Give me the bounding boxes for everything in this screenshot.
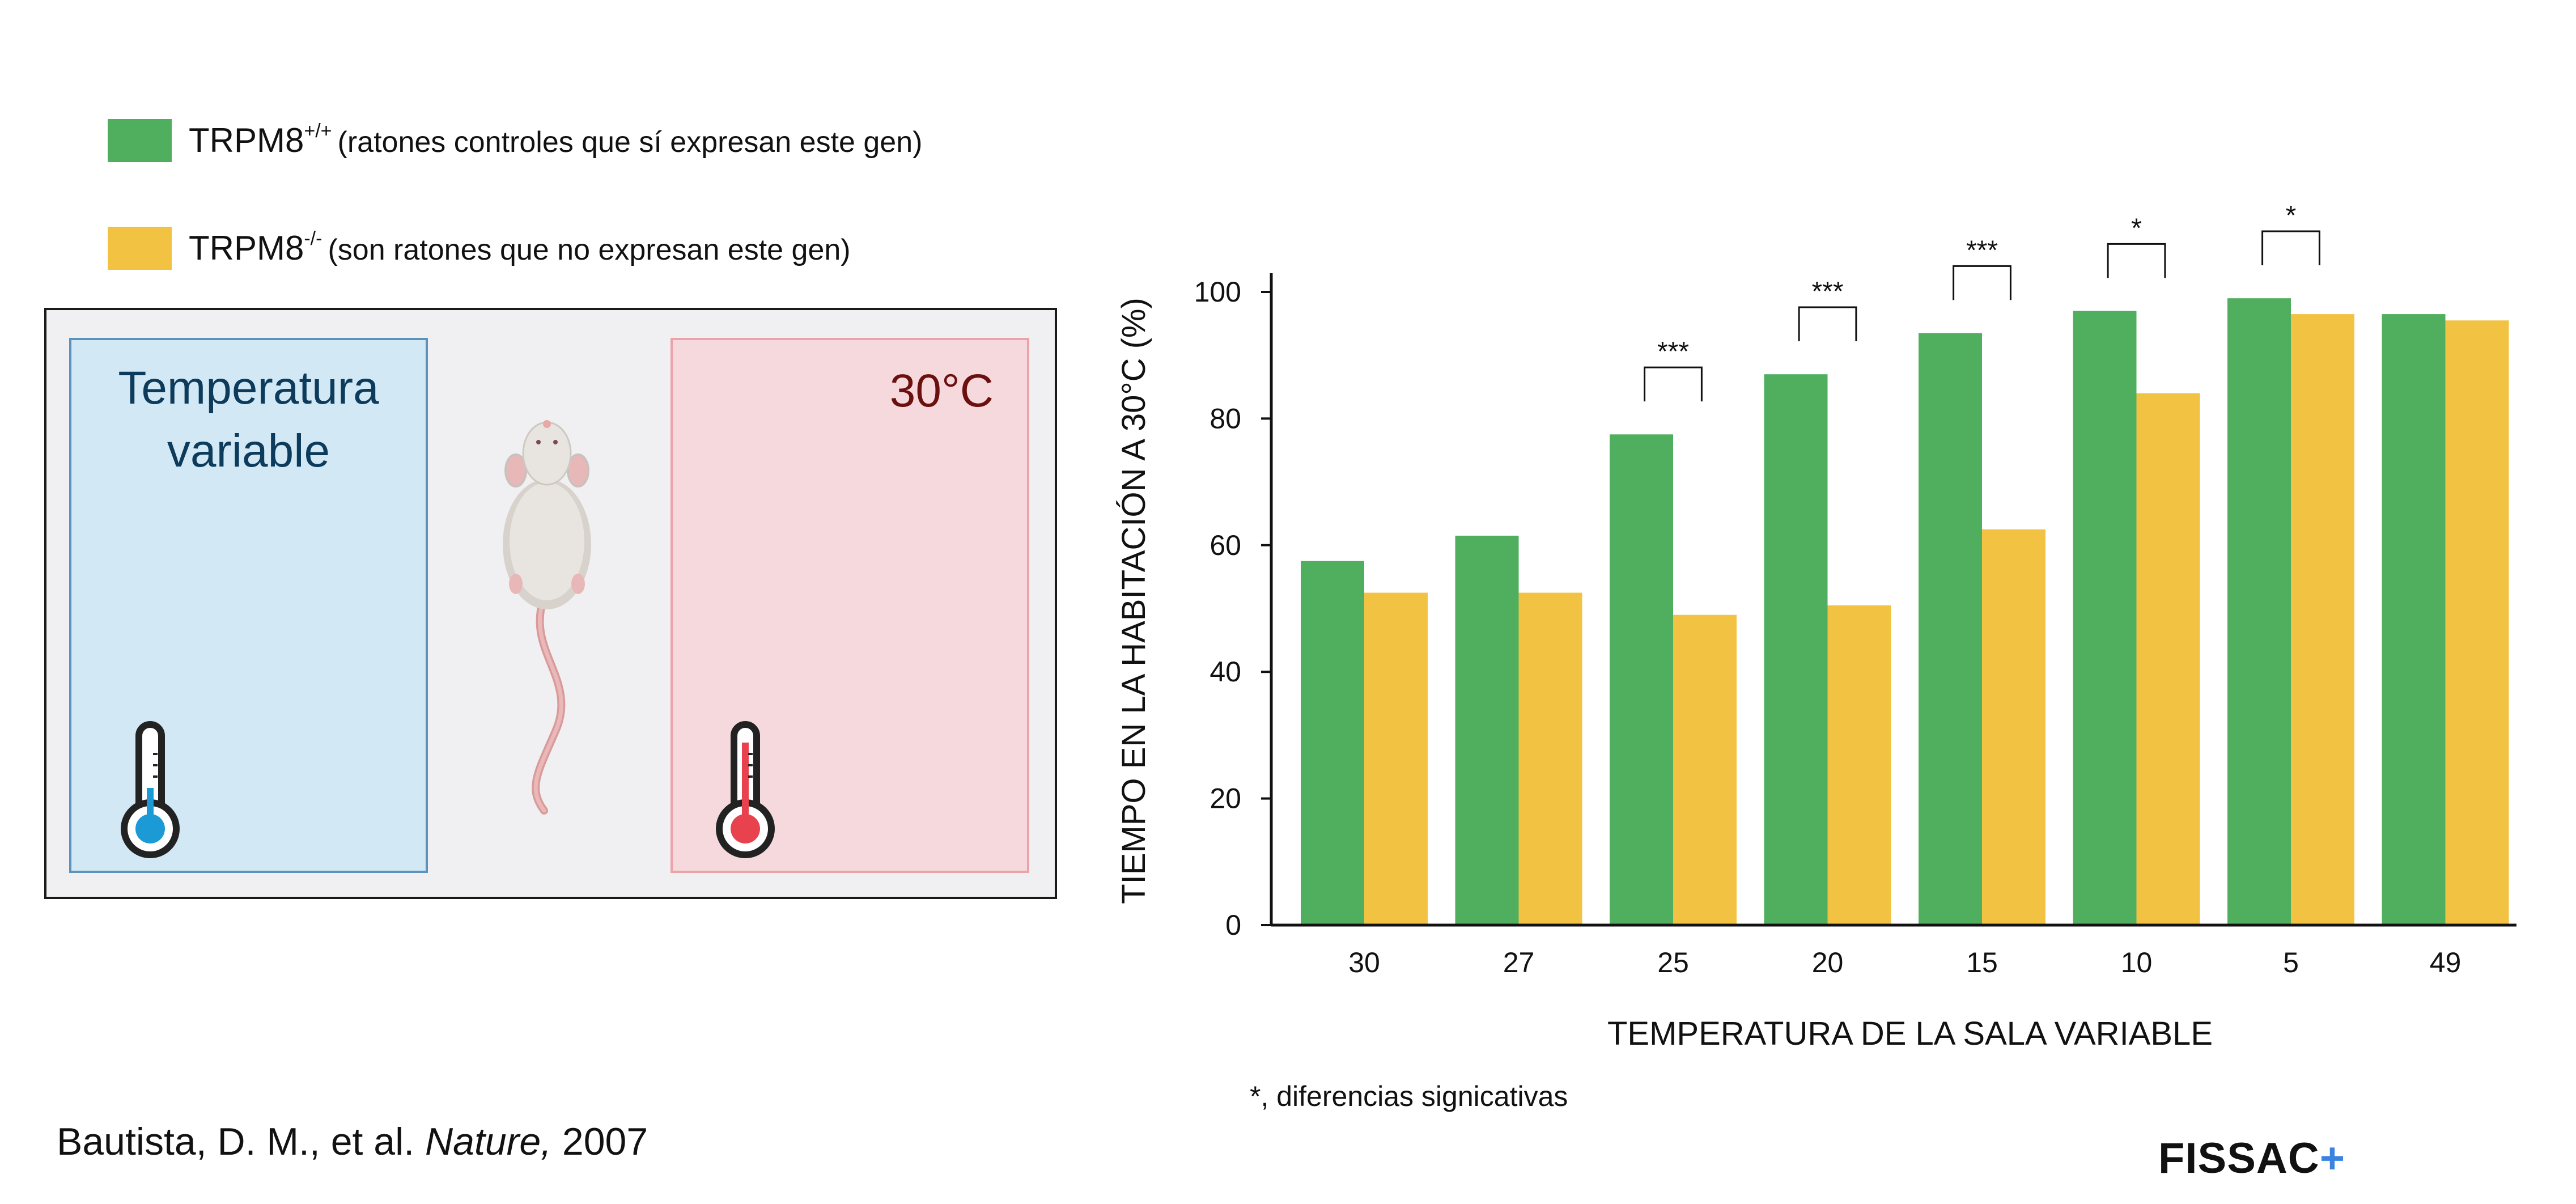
- significance-label: ***: [1657, 337, 1689, 367]
- x-tick-label: 30: [1348, 947, 1380, 978]
- bar-wildtype-25: [1610, 434, 1673, 925]
- citation: Bautista, D. M., et al. Nature, 2007: [57, 1120, 648, 1163]
- bar-wildtype-49: [2382, 314, 2446, 925]
- x-tick-label: 20: [1812, 947, 1844, 978]
- significance-bracket: [2107, 243, 2166, 278]
- significance-label: *: [2286, 201, 2297, 231]
- significance-label: ***: [1811, 277, 1843, 307]
- mouse-icon: [503, 420, 591, 815]
- legend-label-knockout: TRPM8-/- (son ratones que no expresan est…: [189, 228, 851, 267]
- legend-swatch-knockout: [108, 227, 172, 270]
- x-tick-label: 25: [1657, 947, 1689, 978]
- bar-knockout-15: [1982, 529, 2045, 925]
- significance-label: *: [2131, 213, 2142, 243]
- x-tick-label: 15: [1966, 947, 1998, 978]
- legend-swatch-wildtype: [108, 119, 172, 162]
- y-tick-label: 20: [1210, 783, 1241, 815]
- bar-knockout-27: [1518, 592, 1582, 925]
- significance-label: ***: [1966, 235, 1998, 265]
- thermometer-cold-icon: [121, 721, 180, 858]
- bar-knockout-49: [2445, 320, 2509, 925]
- bar-knockout-20: [1827, 605, 1891, 925]
- significance-footnote: *, diferencias signicativas: [1250, 1080, 1568, 1112]
- significance-bracket: [1644, 366, 1703, 402]
- significance-bracket: [2261, 230, 2320, 265]
- y-tick-label: 40: [1210, 656, 1241, 688]
- legend-label-wildtype: TRPM8+/+ (ratones controles que sí expres…: [189, 120, 923, 159]
- x-tick-label: 49: [2430, 947, 2462, 978]
- fixed-temperature-room: [670, 338, 1029, 873]
- bar-knockout-5: [2291, 314, 2354, 925]
- x-axis-title: TEMPERATURA DE LA SALA VARIABLE: [1607, 1015, 2213, 1052]
- legend-item-wildtype: TRPM8+/+ (ratones controles que sí expres…: [108, 119, 922, 162]
- significance-bracket: [1798, 306, 1857, 342]
- variable-temperature-room: [69, 338, 428, 873]
- significance-bracket: [1953, 265, 2011, 300]
- bar-knockout-30: [1364, 592, 1428, 925]
- bar-wildtype-5: [2227, 298, 2291, 926]
- bar-wildtype-20: [1764, 374, 1828, 925]
- y-tick-label: 0: [1225, 909, 1241, 941]
- bar-wildtype-27: [1455, 536, 1519, 925]
- y-tick-label: 60: [1210, 529, 1241, 561]
- variable-room-label: Temperatura variable: [118, 362, 379, 477]
- bar-wildtype-10: [2073, 311, 2137, 925]
- thermometer-warm-icon: [716, 721, 775, 858]
- y-axis-title: TIEMPO EN LA HABITACIÓN A 30°C (%): [1115, 298, 1152, 904]
- x-tick-label: 10: [2121, 947, 2153, 978]
- legend-item-knockout: TRPM8-/- (son ratones que no expresan est…: [108, 227, 851, 270]
- y-tick-label: 80: [1210, 402, 1241, 434]
- fissac-logo: FISSAC+: [2158, 1134, 2346, 1182]
- bar-knockout-10: [2136, 393, 2200, 925]
- x-tick-label: 5: [2283, 947, 2299, 978]
- bar-wildtype-15: [1919, 333, 1982, 925]
- x-tick-label: 27: [1503, 947, 1535, 978]
- fixed-room-label: 30°C: [889, 365, 994, 417]
- bar-wildtype-30: [1301, 561, 1364, 925]
- y-tick-label: 100: [1194, 276, 1241, 308]
- bar-knockout-25: [1673, 614, 1737, 925]
